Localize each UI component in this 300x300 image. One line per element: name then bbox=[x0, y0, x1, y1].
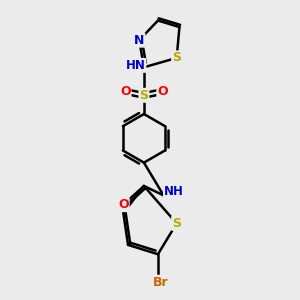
Text: O: O bbox=[157, 85, 168, 98]
Text: S: S bbox=[140, 89, 148, 102]
Text: O: O bbox=[120, 85, 130, 98]
Text: S: S bbox=[172, 217, 181, 230]
Text: NH: NH bbox=[164, 185, 184, 198]
Text: O: O bbox=[118, 198, 129, 211]
Text: N: N bbox=[134, 34, 144, 47]
Text: Br: Br bbox=[152, 276, 168, 289]
Text: HN: HN bbox=[126, 59, 146, 72]
Text: S: S bbox=[172, 51, 181, 64]
